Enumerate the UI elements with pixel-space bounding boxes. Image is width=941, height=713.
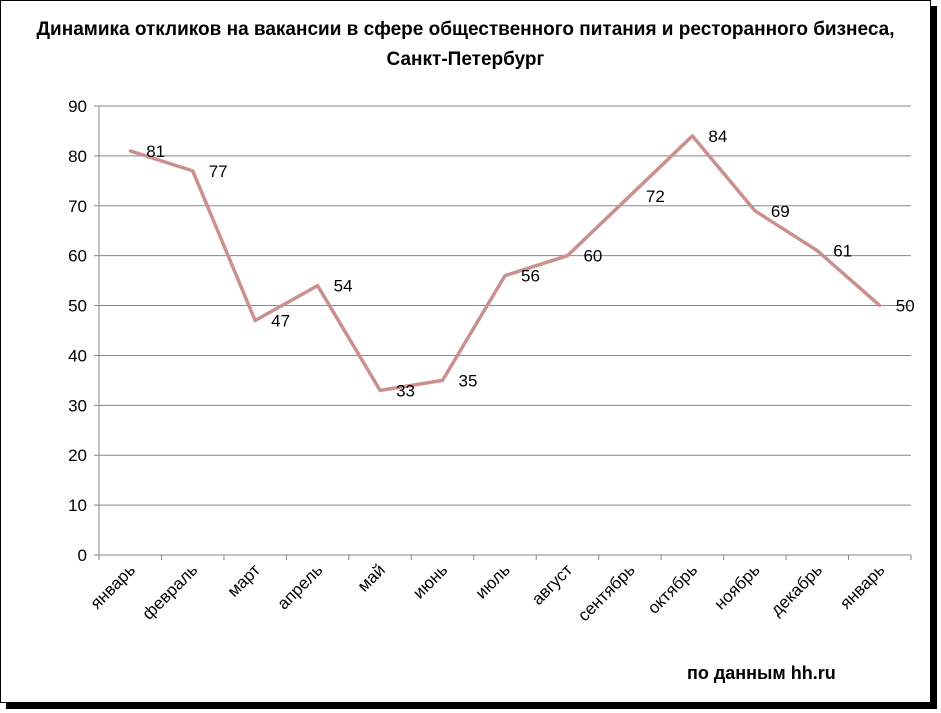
y-tick-label: 10 — [68, 496, 87, 515]
chart-title-line1: Динамика откликов на вакансии в сфере об… — [36, 19, 895, 40]
data-label: 77 — [209, 162, 228, 181]
data-point — [815, 249, 819, 253]
data-label: 69 — [771, 202, 790, 221]
data-point — [128, 149, 132, 153]
data-point — [378, 388, 382, 392]
x-tick-label: октябрь — [644, 560, 701, 617]
y-tick-label: 20 — [68, 446, 87, 465]
data-label: 47 — [271, 312, 290, 331]
x-tick-label: ноябрь — [711, 560, 764, 613]
x-tick-label: январь — [87, 560, 140, 613]
data-point — [503, 274, 507, 278]
series-group — [128, 134, 882, 393]
y-tick-label: 30 — [68, 396, 87, 415]
data-point — [565, 254, 569, 258]
chart-frame: Динамика откликов на вакансии в сфере об… — [0, 0, 931, 703]
y-tick-label: 40 — [68, 346, 87, 365]
x-tick-label: сентябрь — [574, 560, 639, 625]
y-tick-label: 60 — [68, 247, 87, 266]
gridlines — [99, 105, 911, 506]
series-line — [129, 134, 881, 393]
data-point — [878, 304, 882, 308]
data-label: 72 — [646, 187, 665, 206]
y-axis: 0 10 20 30 40 50 60 70 80 90 — [68, 97, 100, 565]
data-label: 56 — [521, 267, 540, 286]
x-tick-label: март — [224, 560, 264, 600]
chart-title: Динамика откликов на вакансии в сфере об… — [1, 15, 930, 75]
x-axis: январь февраль март апрель май июнь июль август… — [87, 554, 912, 625]
data-label: 33 — [396, 381, 415, 400]
x-tick-label: декабрь — [767, 560, 826, 619]
data-point — [753, 209, 757, 213]
data-point — [628, 194, 632, 198]
source-note: по данным hh.ru — [687, 663, 836, 683]
y-tick-label: 50 — [68, 297, 87, 316]
x-tick-label: январь — [836, 560, 889, 613]
data-label: 54 — [334, 277, 353, 296]
data-label: 60 — [583, 247, 602, 266]
data-label: 50 — [896, 297, 915, 316]
x-tick-label: апрель — [274, 560, 327, 613]
data-label: 35 — [459, 371, 478, 390]
y-tick-label: 0 — [78, 546, 87, 565]
y-tick-label: 70 — [68, 197, 87, 216]
data-labels: 81 77 47 54 33 35 56 60 72 84 69 61 50 — [146, 127, 914, 400]
data-label: 84 — [708, 127, 727, 146]
data-point — [316, 284, 320, 288]
x-tick-label: май — [354, 560, 389, 595]
x-tick-label: июнь — [409, 560, 451, 602]
y-tick-label: 80 — [68, 147, 87, 166]
x-tick-label: август — [528, 560, 576, 608]
y-tick-label: 90 — [68, 97, 87, 116]
x-tick-label: июль — [472, 560, 514, 602]
data-label: 81 — [146, 142, 165, 161]
data-point — [191, 169, 195, 173]
data-point — [441, 378, 445, 382]
x-tick-label: февраль — [138, 560, 201, 623]
data-label: 61 — [833, 242, 852, 261]
data-point — [690, 134, 694, 138]
data-point — [253, 319, 257, 323]
chart-title-line2: Санкт-Петербург — [386, 49, 545, 70]
